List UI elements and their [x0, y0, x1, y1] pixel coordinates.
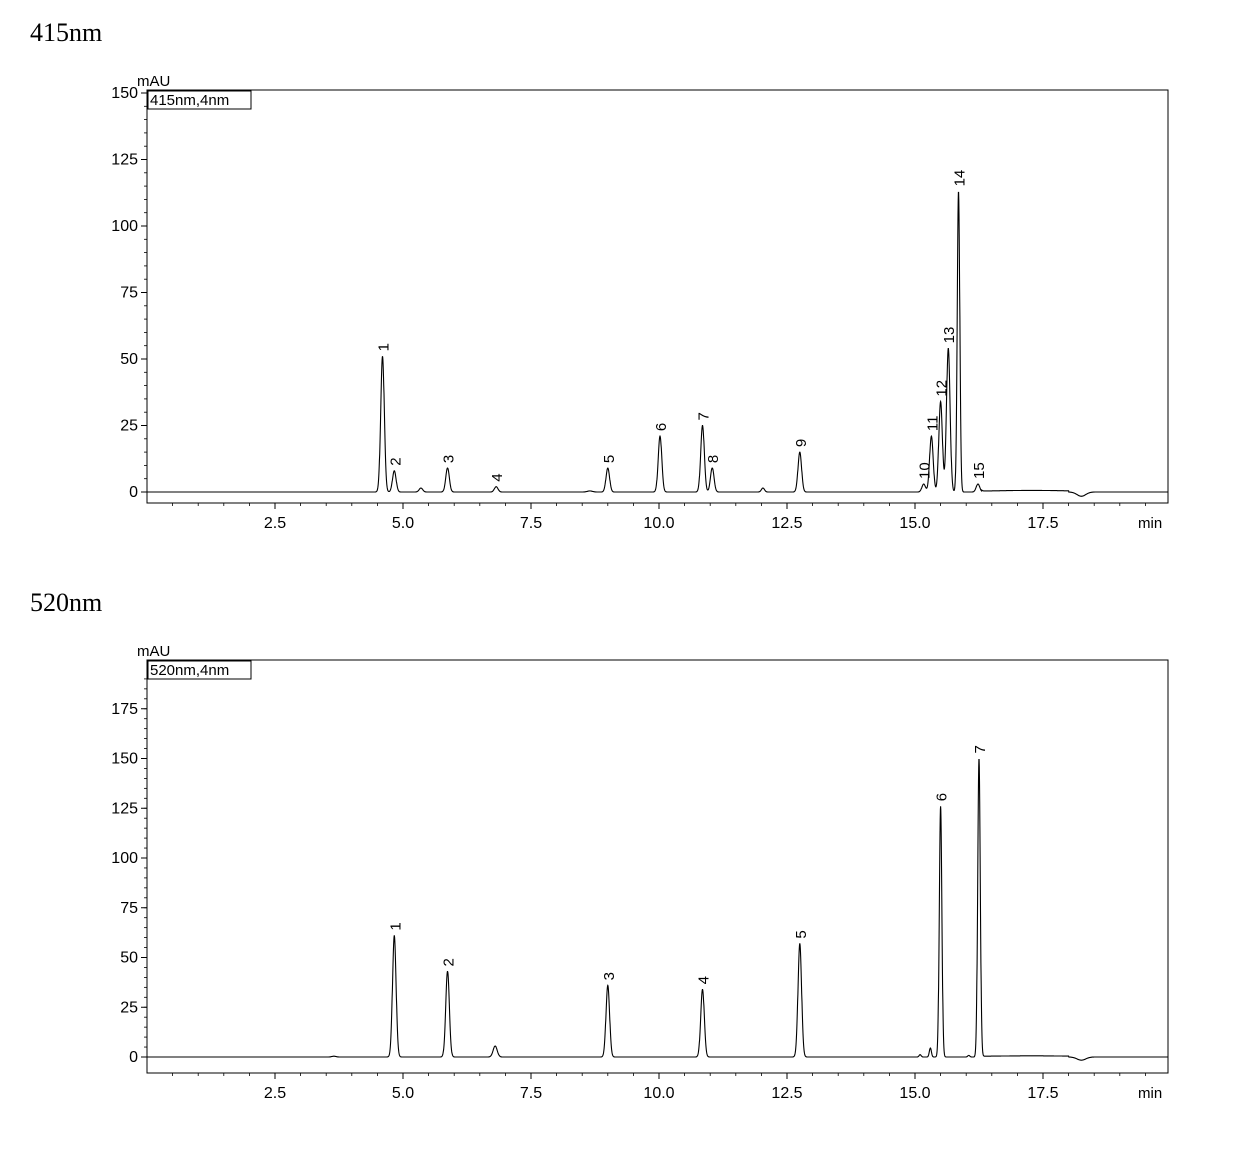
trace-line: [147, 191, 1169, 497]
plot-frame: [146, 89, 1169, 504]
y-tick-label: 75: [120, 285, 138, 302]
trace-line: [147, 758, 1169, 1061]
y-tick-label: 0: [129, 1049, 138, 1066]
panel-title-415: 415nm: [30, 18, 103, 47]
x-tick-label: 15.0: [899, 515, 930, 532]
peak-label: 7: [695, 412, 712, 420]
peak-label: 14: [951, 170, 968, 187]
peak-label: 9: [793, 439, 810, 447]
x-tick-label: 12.5: [771, 515, 802, 532]
peak-label: 4: [489, 473, 506, 481]
peak-label: 6: [653, 423, 670, 431]
x-tick-label: 17.5: [1027, 1085, 1058, 1102]
peak-label: 15: [971, 462, 988, 479]
peak-label: 7: [972, 745, 989, 753]
peak-label: 5: [601, 455, 618, 463]
y-axis-unit: mAU: [137, 643, 170, 660]
legend-text: 520nm,4nm: [150, 662, 229, 679]
y-axis-unit: mAU: [137, 73, 170, 90]
y-tick-label: 50: [120, 351, 138, 368]
y-tick-label: 25: [120, 999, 138, 1016]
x-tick-label: 12.5: [771, 1085, 802, 1102]
legend-box: [147, 660, 252, 680]
y-tick-label: 150: [111, 85, 138, 102]
legend: 415nm,4nm: [147, 90, 252, 110]
peak-label: 2: [441, 958, 458, 966]
legend: 520nm,4nm: [147, 660, 252, 680]
peak-label: 11: [924, 416, 941, 432]
peak-label: 10: [917, 462, 934, 479]
x-tick-label: 7.5: [520, 515, 542, 532]
peak-label: 3: [441, 455, 458, 463]
x-tick-label: 17.5: [1027, 515, 1058, 532]
y-tick-label: 75: [120, 900, 138, 917]
peak-label: 4: [695, 976, 712, 984]
x-tick-label: 15.0: [899, 1085, 930, 1102]
y-tick-label: 100: [111, 850, 138, 867]
x-tick-label: 5.0: [392, 515, 414, 532]
panel-title-520: 520nm: [30, 588, 103, 617]
peak-label: 12: [934, 380, 951, 397]
y-tick-label: 100: [111, 218, 138, 235]
x-tick-label: 7.5: [520, 1085, 542, 1102]
x-tick-label: 2.5: [264, 1085, 286, 1102]
peak-label: 8: [705, 455, 722, 463]
y-tick-label: 125: [111, 152, 138, 169]
x-tick-label: 10.0: [643, 515, 674, 532]
y-tick-label: 25: [120, 418, 138, 435]
y-tick-label: 175: [111, 701, 138, 718]
y-tick-label: 125: [111, 800, 138, 817]
peak-label: 1: [375, 343, 392, 351]
x-tick-label: 2.5: [264, 515, 286, 532]
x-axis-unit: min: [1138, 515, 1162, 532]
x-axis-unit: min: [1138, 1085, 1162, 1102]
y-tick-label: 0: [129, 484, 138, 501]
peak-label: 6: [934, 793, 951, 801]
peak-label: 3: [601, 972, 618, 980]
x-tick-label: 10.0: [643, 1085, 674, 1102]
y-tick-label: 50: [120, 950, 138, 967]
legend-text: 415nm,4nm: [150, 92, 229, 109]
y-tick-label: 150: [111, 751, 138, 768]
peak-label: 13: [941, 327, 958, 344]
plot-frame: [146, 659, 1169, 1074]
peak-label: 1: [387, 922, 404, 930]
peak-label: 5: [793, 930, 810, 938]
x-tick-label: 5.0: [392, 1085, 414, 1102]
peak-label: 2: [387, 457, 404, 465]
legend-box: [147, 90, 252, 110]
